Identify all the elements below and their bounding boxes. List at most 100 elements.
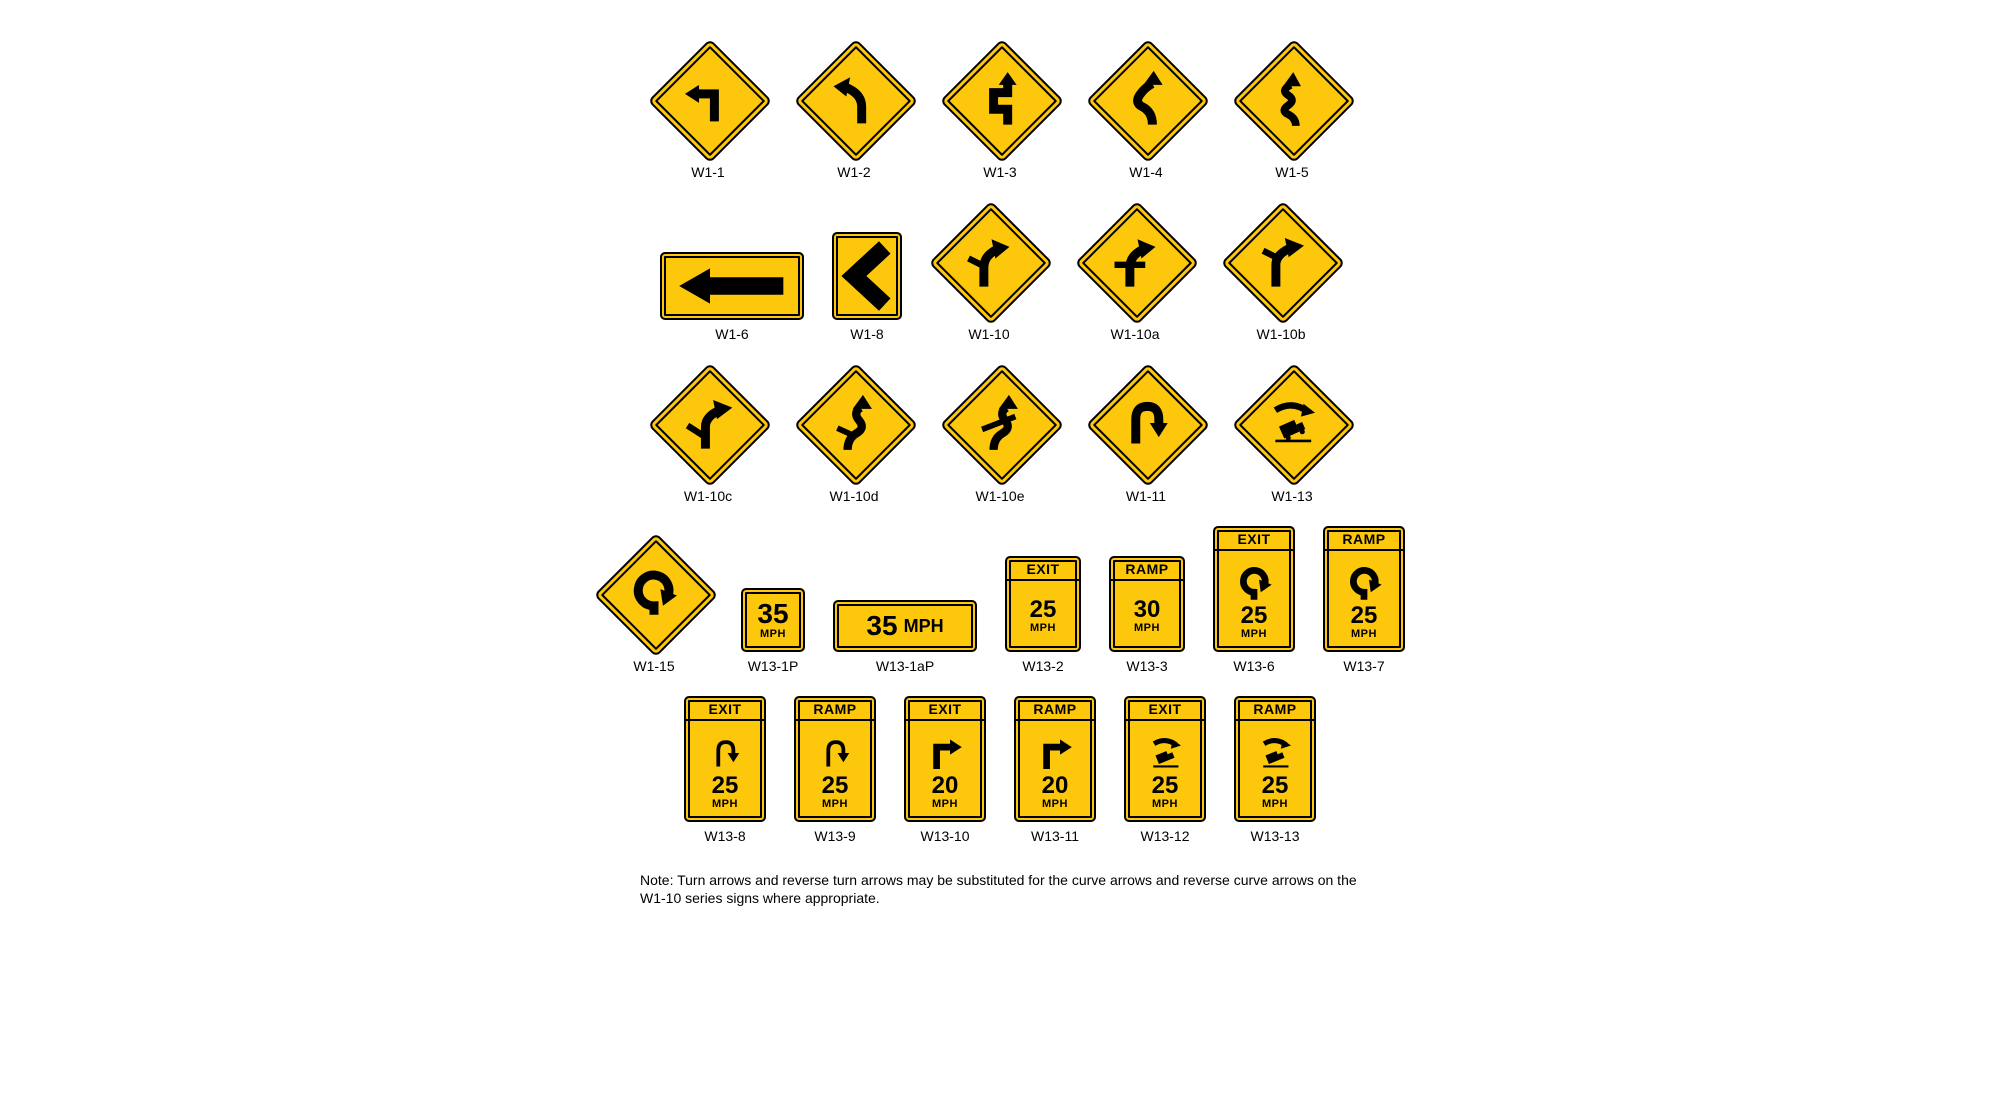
sign-header: EXIT bbox=[686, 698, 764, 721]
speed-value: 25 bbox=[1262, 774, 1289, 798]
mph-label: MPH bbox=[1351, 628, 1377, 640]
sign-cell: EXIT25MPHW13-8 bbox=[684, 696, 766, 844]
sign-code: W1-2 bbox=[837, 164, 870, 180]
sign-cell: W1-4 bbox=[1087, 40, 1205, 180]
speed-value: 25 bbox=[1152, 774, 1179, 798]
sign-cell: W1-1 bbox=[649, 40, 767, 180]
sign-code: W13-6 bbox=[1233, 658, 1274, 674]
sign-code: W13-3 bbox=[1126, 658, 1167, 674]
mph-label: MPH bbox=[760, 628, 786, 640]
warning-sign bbox=[1233, 364, 1351, 482]
mph-label: MPH bbox=[904, 616, 944, 637]
warning-sign: RAMP20MPH bbox=[1014, 696, 1096, 822]
sign-code: W1-6 bbox=[715, 326, 748, 342]
warning-sign bbox=[649, 364, 767, 482]
speed-value: 25 bbox=[822, 774, 849, 798]
sign-cell: EXIT25MPH W13-6 bbox=[1213, 526, 1295, 674]
warning-sign: EXIT25MPH bbox=[684, 696, 766, 822]
sign-code: W1-1 bbox=[691, 164, 724, 180]
warning-sign bbox=[930, 202, 1048, 320]
sign-row: EXIT25MPHW13-8RAMP25MPHW13-9EXIT20MPHW13… bbox=[595, 696, 1405, 844]
sign-cell: W1-10d bbox=[795, 364, 913, 504]
warning-sign bbox=[941, 364, 1059, 482]
curve-r-side-icon bbox=[930, 202, 1048, 320]
sign-cell: EXIT 25MPH W13-2 bbox=[1005, 556, 1081, 674]
sign-cell: RAMP25MPHW13-13 bbox=[1234, 696, 1316, 844]
warning-sign bbox=[1087, 364, 1205, 482]
sign-code: W13-8 bbox=[704, 828, 745, 844]
sign-cell: RAMP20MPHW13-11 bbox=[1014, 696, 1096, 844]
speed-value: 25 bbox=[1030, 598, 1057, 622]
turn-r-small-icon bbox=[924, 732, 966, 774]
warning-sign: RAMP25MPH bbox=[794, 696, 876, 822]
truck-rollover-icon bbox=[1233, 364, 1351, 482]
warning-sign bbox=[795, 40, 913, 158]
turn-r-small-icon bbox=[1034, 732, 1076, 774]
sign-header: EXIT bbox=[1007, 558, 1079, 581]
sign-code: W1-10c bbox=[684, 488, 732, 504]
sign-cell: W1-3 bbox=[941, 40, 1059, 180]
sign-cell: W1-10 bbox=[930, 202, 1048, 342]
sign-header: RAMP bbox=[1325, 528, 1403, 551]
sign-cell: W1-6 bbox=[660, 252, 804, 342]
speed-value: 20 bbox=[932, 774, 959, 798]
warning-sign bbox=[1087, 40, 1205, 158]
sign-header: EXIT bbox=[1215, 528, 1293, 551]
loop-small-icon bbox=[1343, 562, 1385, 604]
sign-header: RAMP bbox=[1236, 698, 1314, 721]
sign-cell: 35 MPH W13-1aP bbox=[833, 600, 977, 674]
warning-sign bbox=[660, 252, 804, 320]
sign-code: W1-10d bbox=[829, 488, 878, 504]
mph-label: MPH bbox=[932, 798, 958, 810]
sign-row: W1-10c W1-10d W1-10e W1-11 W1-13 bbox=[595, 364, 1405, 504]
warning-sign: RAMP30MPH bbox=[1109, 556, 1185, 652]
sign-cell: W1-11 bbox=[1087, 364, 1205, 504]
curve-left-icon bbox=[795, 40, 913, 158]
sign-header: RAMP bbox=[796, 698, 874, 721]
warning-sign: RAMP25MPH bbox=[1234, 696, 1316, 822]
sign-code: W1-3 bbox=[983, 164, 1016, 180]
loop-small-icon bbox=[1233, 562, 1275, 604]
sign-code: W13-2 bbox=[1022, 658, 1063, 674]
warning-sign bbox=[832, 232, 902, 320]
warning-sign bbox=[1076, 202, 1194, 320]
sign-code: W1-10e bbox=[975, 488, 1024, 504]
hairpin-small-icon bbox=[704, 732, 746, 774]
sign-header: RAMP bbox=[1016, 698, 1094, 721]
sign-cell: W1-13 bbox=[1233, 364, 1351, 504]
warning-sign: 35 MPH bbox=[833, 600, 977, 652]
mph-label: MPH bbox=[1030, 622, 1056, 634]
curve-r-cross-icon bbox=[1076, 202, 1194, 320]
sign-cell: W1-10a bbox=[1076, 202, 1194, 342]
sign-code: W13-12 bbox=[1140, 828, 1189, 844]
mph-label: MPH bbox=[1152, 798, 1178, 810]
sign-code: W13-1aP bbox=[876, 658, 934, 674]
chevron-left-icon bbox=[840, 241, 894, 311]
curve-r-sideb-icon bbox=[1222, 202, 1340, 320]
sign-code: W13-7 bbox=[1343, 658, 1384, 674]
warning-sign bbox=[1233, 40, 1351, 158]
warning-sign bbox=[1222, 202, 1340, 320]
mph-label: MPH bbox=[1134, 622, 1160, 634]
sign-cell: W1-10c bbox=[649, 364, 767, 504]
sign-header: EXIT bbox=[1126, 698, 1204, 721]
sign-header: RAMP bbox=[1111, 558, 1183, 581]
speed-value: 35 bbox=[866, 612, 897, 640]
warning-sign bbox=[941, 40, 1059, 158]
sign-code: W1-11 bbox=[1126, 488, 1166, 504]
sign-code: W1-10 bbox=[968, 326, 1009, 342]
sign-code: W13-10 bbox=[920, 828, 969, 844]
reverse-turn-left-icon bbox=[941, 40, 1059, 158]
speed-value: 25 bbox=[712, 774, 739, 798]
curve-r-sidec-icon bbox=[649, 364, 767, 482]
sign-cell: RAMP30MPH W13-3 bbox=[1109, 556, 1185, 674]
sign-code: W13-9 bbox=[814, 828, 855, 844]
sign-cell: W1-10b bbox=[1222, 202, 1340, 342]
sign-cell: RAMP25MPHW13-9 bbox=[794, 696, 876, 844]
sign-cell: RAMP25MPHW13-7 bbox=[1323, 526, 1405, 674]
warning-sign: EXIT25MPH bbox=[1213, 526, 1295, 652]
warning-sign bbox=[795, 364, 913, 482]
warning-sign: EXIT 25MPH bbox=[1005, 556, 1081, 652]
sign-code: W13-13 bbox=[1250, 828, 1299, 844]
sign-row: W1-1535MPHW13-1P35MPHW13-1aPEXIT25MPHW13… bbox=[595, 526, 1405, 674]
